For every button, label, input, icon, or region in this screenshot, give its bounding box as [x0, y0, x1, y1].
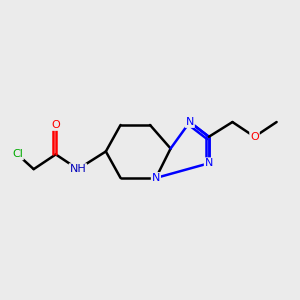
Text: NH: NH — [70, 164, 86, 174]
Text: N: N — [186, 117, 194, 127]
Text: N: N — [205, 158, 213, 168]
Text: Cl: Cl — [12, 149, 23, 159]
Text: O: O — [51, 120, 60, 130]
Text: O: O — [250, 132, 259, 142]
Text: N: N — [152, 173, 160, 183]
